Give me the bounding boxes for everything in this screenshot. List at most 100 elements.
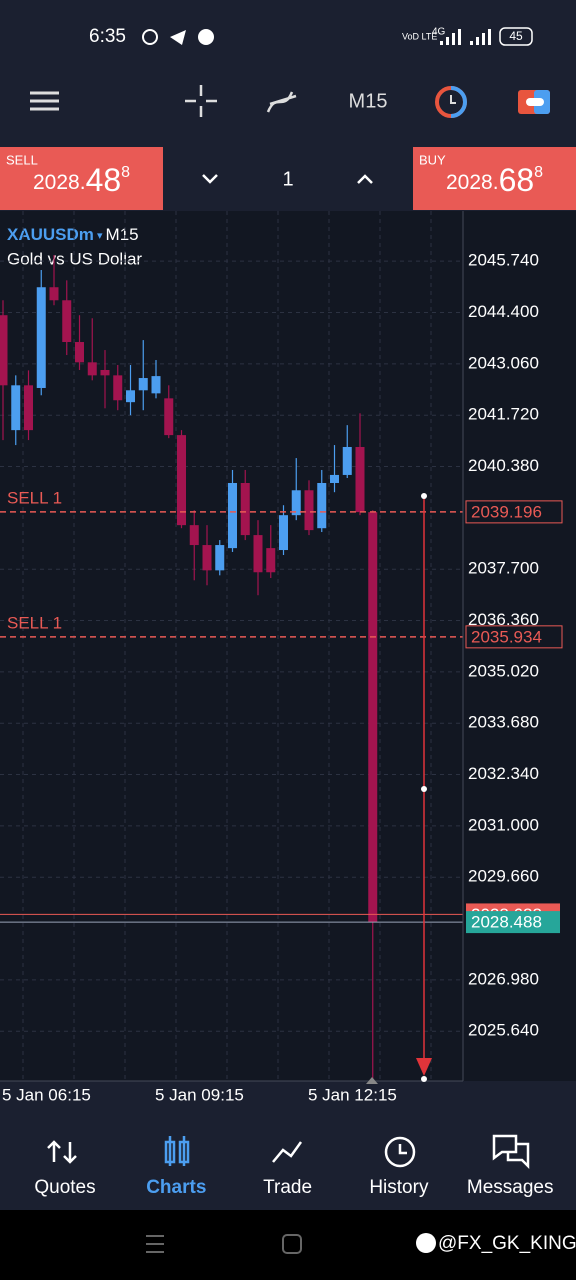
indicators-button[interactable] xyxy=(266,91,297,113)
candle-body xyxy=(342,446,352,475)
y-tick-label: 2040.380 xyxy=(468,456,539,475)
y-tick-label: 2044.400 xyxy=(468,302,539,321)
signal-bars xyxy=(440,29,491,45)
nav-tabs: Quotes Charts Trade History Messages xyxy=(34,1177,553,1198)
price-part: 68 xyxy=(499,162,535,198)
bid-price: 2028.488 xyxy=(471,913,542,932)
buy-price: 2028.688 xyxy=(446,162,543,198)
price-part: 2028. xyxy=(446,171,499,194)
candle-body xyxy=(291,490,301,516)
trade-button[interactable] xyxy=(518,90,550,114)
y-tick-label: 2033.680 xyxy=(468,713,539,732)
candle-body xyxy=(279,515,288,551)
status-icon xyxy=(170,30,186,45)
battery xyxy=(499,27,533,46)
handle xyxy=(421,1076,427,1082)
bid-box xyxy=(466,911,560,934)
order-label: SELL 1 xyxy=(7,613,62,632)
volume-down[interactable] xyxy=(202,174,218,184)
x-tick-label: 5 Jan 12:15 xyxy=(308,1085,397,1104)
y-tick-label: 2036.360 xyxy=(468,610,539,629)
bottom-nav xyxy=(0,1110,576,1210)
x-tick-label: 5 Jan 09:15 xyxy=(155,1085,244,1104)
candle-body xyxy=(0,315,8,386)
nav-tab[interactable]: Messages xyxy=(467,1177,554,1198)
crosshair-button[interactable] xyxy=(185,85,217,117)
volume[interactable]: 1 xyxy=(282,168,293,190)
candle-body xyxy=(24,385,33,431)
order-price: 2039.196 xyxy=(471,502,542,521)
volume-up[interactable] xyxy=(357,174,373,184)
candle-body xyxy=(62,300,72,343)
candle-body xyxy=(189,525,199,546)
candle-body xyxy=(368,512,378,923)
status-icon xyxy=(198,29,214,45)
nav-tab[interactable]: Trade xyxy=(263,1177,312,1198)
candle-body xyxy=(228,482,237,549)
sys-home[interactable] xyxy=(282,1234,302,1254)
sys-recent[interactable] xyxy=(146,1235,164,1253)
y-tick-label: 2037.700 xyxy=(468,559,539,578)
y-tick-label: 2045.740 xyxy=(468,251,539,270)
status-icon xyxy=(142,29,158,45)
nav-tab[interactable]: Quotes xyxy=(34,1177,95,1198)
candle-body xyxy=(330,474,339,483)
status-network: VoD LTE xyxy=(402,31,437,41)
arrow-head xyxy=(416,1058,432,1076)
chart-description: Gold vs US Dollar xyxy=(7,249,142,268)
history-icon xyxy=(384,1136,416,1168)
candle-body xyxy=(138,378,148,391)
charts-icon xyxy=(164,1136,190,1166)
timeframe-button[interactable]: M15 xyxy=(349,90,388,112)
candle-body xyxy=(266,548,276,573)
chart-symbol: XAUUSDm ▾ M15 xyxy=(7,225,139,244)
order-price-box xyxy=(465,625,563,649)
watermark-logo xyxy=(416,1233,436,1253)
nav-tab[interactable]: Charts xyxy=(146,1177,206,1198)
menu-button[interactable] xyxy=(30,91,59,111)
nav-tab[interactable]: History xyxy=(369,1177,429,1198)
order-price: 2035.934 xyxy=(471,627,542,646)
y-tick-label: 2029.660 xyxy=(468,867,539,886)
candle-body xyxy=(240,482,250,536)
battery-level: 45 xyxy=(509,29,523,43)
chart-timeframe: M15 xyxy=(106,225,139,244)
candle-body xyxy=(164,398,174,436)
candle-body xyxy=(253,535,263,573)
candle-body xyxy=(36,287,46,388)
price-part: 2028. xyxy=(33,171,86,194)
candle-body xyxy=(355,446,365,513)
quotes-icon xyxy=(47,1140,77,1164)
chart-plot: 2045.740 2044.400 2043.060 2041.720 2040.380… xyxy=(0,211,563,1104)
price-part: 8 xyxy=(121,164,130,181)
order-price-box xyxy=(465,500,563,524)
candle-body xyxy=(177,435,186,526)
handle xyxy=(421,786,427,792)
candle-body xyxy=(100,369,110,376)
candle-body xyxy=(87,362,97,376)
symbol: XAUUSDm xyxy=(7,225,94,244)
history-button[interactable] xyxy=(435,86,467,118)
order-label: SELL 1 xyxy=(7,488,62,507)
candle-body xyxy=(49,287,59,301)
y-tick-label: 2041.720 xyxy=(468,405,539,424)
scroll-marker xyxy=(366,1077,378,1084)
price-part: 48 xyxy=(86,162,122,198)
x-tick-label: 5 Jan 06:15 xyxy=(2,1085,91,1104)
sell-label: SELL xyxy=(6,152,38,167)
candle-body xyxy=(113,375,123,401)
y-tick-label: 2035.020 xyxy=(468,661,539,680)
y-tick-label: 2032.340 xyxy=(468,764,539,783)
y-tick-label: 2026.980 xyxy=(468,969,539,988)
status-time: 6:35 xyxy=(89,26,126,47)
candle-body xyxy=(11,385,21,431)
sell-price: 2028.488 xyxy=(33,162,130,198)
price-part: 8 xyxy=(534,164,543,181)
candle-body xyxy=(215,545,225,571)
sell-button[interactable] xyxy=(0,147,163,210)
messages-icon xyxy=(492,1134,530,1170)
candle-body xyxy=(304,490,314,531)
buy-button[interactable] xyxy=(413,147,576,210)
